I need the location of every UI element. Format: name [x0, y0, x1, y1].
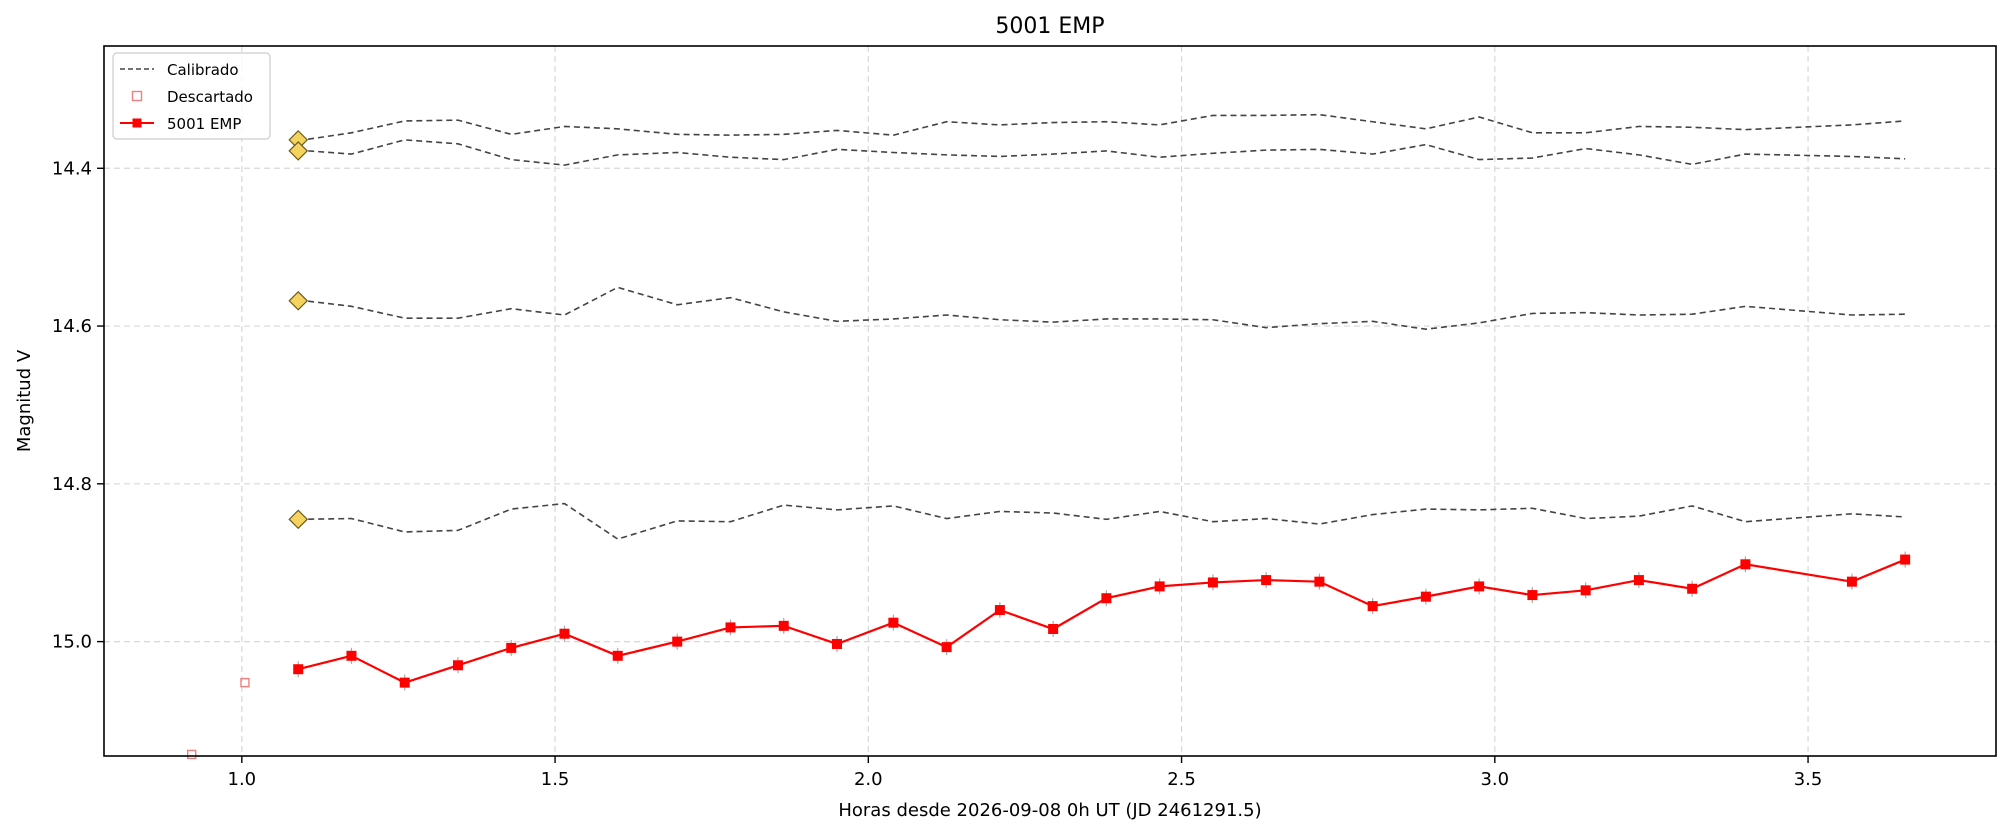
- target-point: [1687, 583, 1698, 594]
- target-point: [1580, 585, 1591, 596]
- target-point: [1367, 601, 1378, 612]
- target-point: [1154, 581, 1165, 592]
- x-tick-label: 1.0: [228, 769, 257, 790]
- target-point: [559, 628, 570, 639]
- target-point: [293, 664, 304, 675]
- reference-star-marker: [288, 141, 309, 161]
- calibrated-series-line: [298, 139, 1906, 166]
- legend-swatch-target-marker: [132, 118, 142, 128]
- target-point: [672, 636, 683, 647]
- target-point: [399, 677, 410, 688]
- legend-label-calibrated: Calibrado: [167, 61, 239, 79]
- legend: Calibrado Descartado 5001 EMP: [112, 52, 271, 140]
- target-series-group: [293, 551, 1911, 691]
- target-point: [778, 620, 789, 631]
- reference-star-marker: [288, 509, 309, 530]
- legend-label-discarded: Descartado: [167, 88, 253, 106]
- target-point: [831, 638, 842, 649]
- target-point: [1314, 576, 1325, 587]
- target-point: [1474, 581, 1485, 592]
- discarded-point: [187, 749, 197, 760]
- grid-lines: [104, 46, 1996, 756]
- y-tick-label: 15.0: [52, 632, 92, 653]
- x-tick-label: 3.0: [1480, 769, 1509, 790]
- target-point: [612, 650, 623, 661]
- target-point: [725, 622, 736, 633]
- target-point: [941, 642, 952, 653]
- target-point: [1633, 575, 1644, 586]
- y-tick-label: 14.4: [52, 158, 92, 179]
- calibrated-series-group: [298, 113, 1906, 540]
- discarded-points-group: [187, 677, 250, 760]
- target-point: [1101, 593, 1112, 604]
- reference-star-marker: [288, 290, 309, 311]
- calibrated-series-line: [298, 502, 1906, 540]
- y-axis-label: Magnitud V: [14, 349, 35, 452]
- target-point: [506, 642, 517, 653]
- target-point: [1740, 559, 1751, 570]
- legend-box: [112, 52, 271, 140]
- target-point: [994, 605, 1005, 616]
- x-tick-label: 2.5: [1167, 769, 1196, 790]
- target-point: [1207, 577, 1218, 588]
- calibrated-series-line: [298, 113, 1906, 142]
- target-point: [1048, 623, 1059, 634]
- x-axis-label: Horas desde 2026-09-08 0h UT (JD 2461291…: [838, 800, 1261, 821]
- reference-markers-group: [288, 130, 309, 530]
- chart-title: 5001 EMP: [995, 14, 1104, 39]
- x-tick-label: 2.0: [854, 769, 883, 790]
- plot-frame: [103, 45, 1997, 757]
- y-tick-label: 14.8: [52, 474, 92, 495]
- x-tick-label: 3.5: [1794, 769, 1823, 790]
- target-point: [346, 650, 357, 661]
- calibrated-series-line: [298, 286, 1906, 331]
- discarded-point: [240, 677, 250, 688]
- target-point: [452, 660, 463, 671]
- target-point: [1846, 576, 1857, 587]
- target-series-line: [297, 558, 1906, 684]
- target-point: [1900, 554, 1911, 565]
- x-tick-label: 1.5: [541, 769, 570, 790]
- x-axis-ticks: 1.0 1.5 2.0 2.5 3.0 3.5: [228, 756, 1823, 790]
- y-axis-ticks: 14.4 14.6 14.8 15.0: [52, 158, 104, 653]
- legend-label-target: 5001 EMP: [167, 115, 241, 133]
- target-point: [1261, 575, 1272, 586]
- target-point: [1527, 590, 1538, 601]
- legend-swatch-discarded: [131, 90, 143, 102]
- target-point: [1420, 591, 1431, 602]
- target-point: [888, 617, 899, 628]
- y-tick-label: 14.6: [52, 316, 92, 337]
